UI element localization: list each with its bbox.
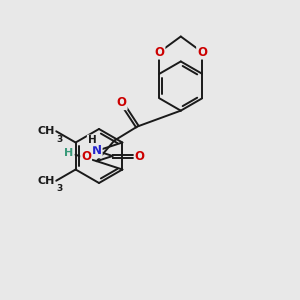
Text: H: H — [64, 148, 74, 158]
Text: N: N — [92, 144, 102, 157]
Text: O: O — [117, 96, 127, 109]
Text: H: H — [88, 135, 96, 146]
Text: O: O — [197, 46, 207, 59]
Text: CH: CH — [37, 126, 55, 136]
Text: O: O — [135, 149, 145, 163]
Text: CH: CH — [37, 176, 55, 186]
Text: O: O — [154, 46, 164, 59]
Text: O: O — [81, 150, 91, 163]
Text: 3: 3 — [56, 135, 62, 144]
Text: 3: 3 — [56, 184, 62, 194]
